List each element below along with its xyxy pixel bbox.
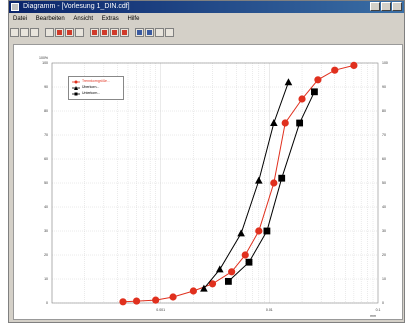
y-tick-label: 20 — [44, 253, 48, 257]
y-tick-label: 100 — [382, 61, 388, 65]
legend-symbol-triangle — [72, 86, 80, 90]
menu-bearbeiten[interactable]: Bearbeiten — [35, 16, 65, 22]
data-point-circle — [189, 287, 197, 295]
y-tick-label: 10 — [44, 277, 48, 281]
nav-left-icon[interactable] — [45, 27, 54, 37]
x-tick-label: 0.001 — [156, 308, 165, 312]
table-icon[interactable] — [165, 27, 174, 37]
data-point-triangle — [270, 119, 278, 126]
close-button[interactable] — [392, 2, 402, 11]
y-tick-label: 0 — [46, 301, 48, 305]
data-point-circle — [281, 119, 289, 127]
legend-entry: Überkorn... — [82, 85, 100, 89]
data-point-triangle — [200, 284, 208, 292]
data-point-circle — [314, 76, 322, 84]
data-point-circle — [119, 298, 127, 306]
save-icon[interactable] — [30, 27, 39, 37]
minimize-button[interactable] — [370, 2, 380, 11]
y-tick-label: 60 — [44, 157, 48, 161]
y-tick-label: 50 — [382, 181, 386, 185]
app-window: Diagramm - [Vorlesung 1_DIN.cdf] Datei B… — [8, 0, 405, 323]
data-point-square — [278, 174, 286, 182]
y-tick-label: 100 — [42, 61, 48, 65]
data-point-square — [245, 258, 253, 266]
data-point-circle — [331, 66, 339, 74]
app-icon — [11, 3, 19, 11]
x-tick-label: 0.1 — [376, 308, 381, 312]
data-point-square — [263, 227, 271, 235]
plot-frame — [51, 62, 379, 304]
x-unit-label: mm — [370, 314, 376, 318]
red-marker-icon[interactable] — [100, 27, 109, 37]
data-point-square — [311, 88, 318, 96]
chart: 0 0 10 10 20 20 30 30 40 40 50 50 60 60 70 70 80 80 90 90 10… — [39, 56, 388, 318]
legend-entry: Unterkorn... — [82, 91, 101, 95]
y-max-label: 100% — [39, 56, 48, 60]
zoom-in-icon[interactable] — [55, 27, 64, 37]
y-tick-label: 40 — [44, 205, 48, 209]
series-line-triangle — [203, 82, 289, 289]
data-point-circle — [270, 179, 278, 187]
legend-symbol-red — [72, 80, 80, 84]
window-controls — [370, 2, 402, 11]
y-tick-label: 0 — [382, 301, 384, 305]
data-point-triangle — [215, 265, 224, 273]
data-point-triangle — [284, 78, 293, 86]
title-bar: Diagramm - [Vorlesung 1_DIN.cdf] — [9, 1, 404, 13]
toolbar — [10, 25, 240, 39]
data-point-circle — [298, 95, 306, 103]
y-tick-label: 50 — [44, 181, 48, 185]
data-point-square — [224, 278, 232, 285]
y-tick-label: 90 — [44, 85, 48, 89]
red-dot-icon[interactable] — [120, 27, 129, 37]
data-point-circle — [208, 280, 217, 288]
data-point-triangle — [237, 229, 245, 237]
y-tick-label: 30 — [382, 229, 386, 233]
window-title: Diagramm - [Vorlesung 1_DIN.cdf] — [23, 3, 130, 10]
y-tick-label: 10 — [382, 277, 386, 281]
data-point-circle — [132, 297, 141, 305]
data-point-circle — [255, 227, 263, 235]
menu-extras[interactable]: Extras — [101, 16, 119, 22]
data-point-square — [296, 119, 304, 127]
chart-line-icon[interactable] — [145, 27, 154, 37]
copy-icon[interactable] — [20, 27, 29, 37]
data-point-circle — [241, 251, 249, 259]
chart-area-icon[interactable] — [155, 27, 164, 37]
series-line-square — [228, 91, 315, 282]
data-point-triangle — [255, 176, 263, 184]
menu-ansicht[interactable]: Ansicht — [73, 16, 94, 22]
y-tick-label: 70 — [44, 133, 48, 137]
data-point-circle — [169, 293, 177, 301]
data-point-circle — [350, 61, 358, 69]
chart-canvas: 0 0 10 10 20 20 30 30 40 40 50 50 60 60 70 70 80 80 90 90 10… — [13, 44, 403, 320]
chart-legend: Trennkorngröße... Überkorn... Unterkorn.… — [68, 76, 124, 100]
legend-entry: Trennkorngröße... — [82, 79, 110, 83]
data-point-circle — [152, 296, 160, 304]
menu-bar: Datei Bearbeiten Ansicht Extras Hilfe — [9, 14, 404, 24]
series-line-circle — [122, 64, 355, 303]
maximize-button[interactable] — [381, 2, 391, 11]
y-tick-label: 20 — [382, 253, 386, 257]
y-tick-label: 90 — [382, 85, 386, 89]
menu-datei[interactable]: Datei — [13, 16, 28, 22]
grid-icon[interactable] — [75, 27, 84, 37]
menu-hilfe[interactable]: Hilfe — [127, 16, 140, 22]
legend-symbol-square — [72, 92, 80, 96]
y-tick-label: 40 — [382, 205, 386, 209]
y-tick-label: 80 — [382, 109, 386, 113]
x-tick-label: 0.01 — [266, 308, 273, 312]
print-icon[interactable] — [10, 27, 19, 37]
data-point-circle — [228, 268, 236, 276]
y-tick-label: 60 — [382, 157, 386, 161]
red-line-icon[interactable] — [110, 27, 119, 37]
zoom-out-icon[interactable] — [65, 27, 74, 37]
chart-bar-icon[interactable] — [135, 27, 144, 37]
y-tick-label: 30 — [44, 229, 48, 233]
y-tick-label: 80 — [44, 109, 48, 113]
red-marker-icon[interactable] — [90, 27, 99, 37]
y-tick-label: 70 — [382, 133, 386, 137]
